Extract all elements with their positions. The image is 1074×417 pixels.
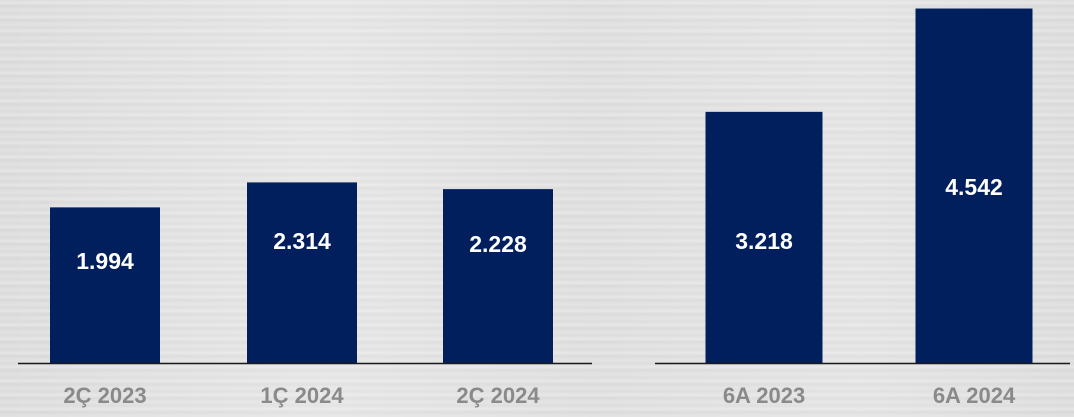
- bar-quarter-2: [443, 189, 553, 363]
- bar-quarter-1: [247, 182, 357, 363]
- category-label: 6A 2023: [723, 383, 805, 408]
- half-year-bar-chart: 3.218 6A 2023 4.542 6A 2024: [655, 8, 1070, 408]
- bar-value-label: 3.218: [735, 228, 793, 254]
- quarterly-bar-chart: 1.994 2Ç 2023 2.314 1Ç 2024 2.228 2Ç 2024: [18, 182, 592, 408]
- bar-value-label: 2.314: [273, 228, 331, 254]
- bar-value-label: 1.994: [76, 248, 134, 274]
- category-label: 2Ç 2023: [63, 383, 146, 408]
- bar-half-year-0: [705, 111, 823, 364]
- bar-quarter-0: [50, 207, 160, 363]
- category-label: 6A 2024: [933, 383, 1016, 408]
- bar-half-year-1: [915, 8, 1033, 364]
- bar-value-label: 4.542: [945, 174, 1003, 200]
- category-label: 1Ç 2024: [260, 383, 344, 408]
- category-label: 2Ç 2024: [456, 383, 540, 408]
- bar-value-label: 2.228: [469, 231, 527, 257]
